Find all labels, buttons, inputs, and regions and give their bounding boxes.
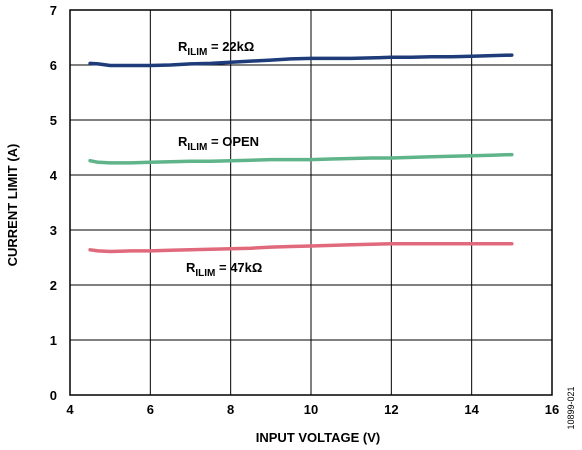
y-tick-label: 7 (50, 3, 57, 18)
x-tick-label: 14 (464, 402, 479, 417)
x-tick-label: 8 (227, 402, 234, 417)
y-tick-label: 3 (50, 223, 57, 238)
x-tick-labels: 4 6 8 10 12 14 16 (66, 402, 559, 417)
x-axis-title: INPUT VOLTAGE (V) (256, 430, 380, 445)
x-tick-label: 10 (304, 402, 318, 417)
x-tick-label: 6 (147, 402, 154, 417)
plot-frame (69, 9, 553, 396)
x-tick-label: 16 (545, 402, 559, 417)
x-tick-label: 12 (384, 402, 398, 417)
series-annotations: RILIM = 22kΩ RILIM = OPEN RILIM = 47kΩ (178, 39, 262, 279)
series-lines (88, 53, 514, 254)
grid-lines (69, 9, 553, 396)
series-line (88, 53, 514, 68)
y-tick-label: 6 (50, 58, 57, 73)
series-label: RILIM = 22kΩ (178, 39, 254, 58)
y-tick-labels: 0 1 2 3 4 5 6 7 (50, 3, 58, 403)
y-tick-label: 1 (50, 333, 57, 348)
series-label: RILIM = OPEN (178, 134, 259, 153)
series-line (88, 242, 514, 254)
y-tick-label: 5 (50, 113, 57, 128)
series-label: RILIM = 47kΩ (186, 260, 262, 279)
figure-id: 10899-021 (566, 386, 576, 429)
y-axis-title: CURRENT LIMIT (A) (5, 144, 20, 267)
series-line (88, 152, 514, 165)
y-tick-label: 4 (50, 168, 58, 183)
y-tick-label: 2 (50, 278, 57, 293)
y-tick-label: 0 (50, 388, 57, 403)
x-tick-label: 4 (66, 402, 74, 417)
